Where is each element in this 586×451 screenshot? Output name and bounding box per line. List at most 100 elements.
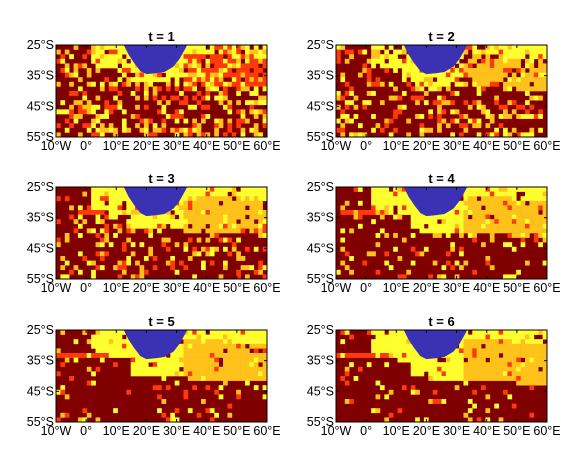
grid-cell <box>494 210 499 215</box>
grid-cell <box>525 114 530 119</box>
grid-cell <box>533 68 539 73</box>
grid-cell <box>533 77 539 83</box>
grid-cell <box>419 228 425 234</box>
grid-cell <box>397 330 403 335</box>
grid-cell <box>401 91 407 96</box>
grid-cell <box>375 58 381 64</box>
grid-cell <box>135 86 140 92</box>
grid-cell <box>161 77 167 83</box>
grid-cell <box>432 223 438 229</box>
grid-cell <box>472 366 477 372</box>
grid-cell <box>476 200 482 206</box>
grid-cell <box>117 228 123 234</box>
africa-landmass-icon <box>403 330 468 360</box>
grid-cell <box>397 353 403 358</box>
grid-cell <box>401 237 407 243</box>
grid-cell <box>209 77 215 83</box>
lat-tick-label: 35°S <box>27 211 54 225</box>
grid-cell <box>192 205 197 211</box>
grid-cell <box>525 191 530 197</box>
grid-cell <box>533 72 539 78</box>
grid-cell <box>520 219 526 225</box>
grid-cell <box>476 191 482 197</box>
grid-cell <box>113 223 118 229</box>
grid-cell <box>410 63 416 69</box>
grid-cell <box>113 86 118 92</box>
grid-cell <box>205 251 211 257</box>
grid-cell <box>472 362 477 368</box>
grid-cell <box>135 357 140 363</box>
grid-cell <box>511 72 517 78</box>
grid-cell <box>196 54 202 60</box>
grid-cell <box>231 339 237 345</box>
grid-cell <box>375 233 381 238</box>
grid-cell <box>223 214 228 220</box>
grid-cell <box>525 205 530 211</box>
grid-cell <box>542 187 547 192</box>
grid-cell <box>227 371 233 377</box>
grid-cell <box>498 45 504 50</box>
grid-cell <box>126 210 132 215</box>
grid-cell <box>130 251 136 257</box>
grid-cell <box>489 357 495 363</box>
grid-cell <box>375 343 381 349</box>
lon-tick-label: 60°E <box>533 281 560 295</box>
grid-cell <box>437 214 442 220</box>
grid-cell <box>450 353 455 358</box>
grid-cell <box>143 366 149 372</box>
grid-cell <box>196 343 202 349</box>
grid-cell <box>454 68 460 73</box>
grid-cell <box>503 371 508 377</box>
grid-cell <box>437 362 442 368</box>
grid-cell <box>437 95 442 101</box>
grid-cell <box>196 123 202 129</box>
grid-cell <box>349 399 354 404</box>
grid-cell <box>249 339 255 345</box>
grid-cell <box>209 54 215 60</box>
grid-cell <box>117 274 123 279</box>
grid-cell <box>262 95 267 101</box>
grid-cell <box>489 330 495 335</box>
grid-cell <box>236 91 241 96</box>
grid-cell <box>201 399 206 404</box>
grid-cell <box>165 417 171 422</box>
grid-cell <box>258 219 263 225</box>
grid-cell <box>481 334 486 340</box>
grid-cell <box>476 132 482 137</box>
grid-cell <box>148 228 154 234</box>
grid-cell <box>95 330 101 335</box>
grid-cell <box>117 348 123 354</box>
grid-cell <box>245 339 250 345</box>
grid-cell <box>223 95 228 101</box>
grid-cell <box>86 123 92 129</box>
africa-landmass-icon <box>403 187 468 217</box>
grid-cell <box>393 114 398 119</box>
grid-cell <box>126 219 132 225</box>
grid-cell <box>533 353 539 358</box>
lat-tick-label: 25°S <box>27 38 54 52</box>
grid-cell <box>236 196 241 202</box>
grid-cell <box>507 54 513 60</box>
grid-cell <box>69 376 74 381</box>
grid-cell <box>507 214 513 220</box>
grid-cell <box>485 376 491 381</box>
grid-cell <box>99 265 105 271</box>
grid-cell <box>253 246 259 252</box>
grid-cell <box>450 91 455 96</box>
grid-cell <box>77 86 83 92</box>
grid-cell <box>498 371 504 377</box>
grid-cell <box>401 191 407 197</box>
grid-cell <box>157 223 162 229</box>
grid-cell <box>86 109 92 115</box>
grid-cell <box>196 412 202 418</box>
grid-cell <box>121 242 127 248</box>
grid-cell <box>126 237 132 243</box>
grid-cell <box>498 334 504 340</box>
grid-cell <box>472 191 477 197</box>
grid-cell <box>245 334 250 340</box>
grid-cell <box>245 100 250 106</box>
grid-cell <box>467 399 473 404</box>
grid-cell <box>223 371 228 377</box>
grid-cell <box>201 214 206 220</box>
grid-cell <box>183 357 189 363</box>
